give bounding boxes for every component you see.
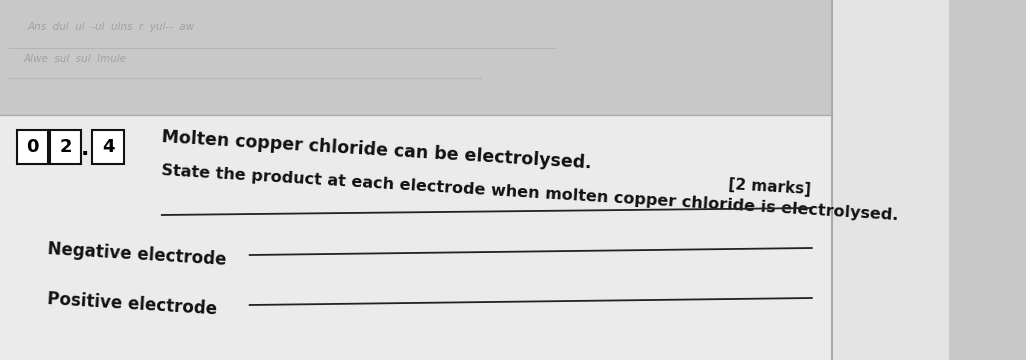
- Text: Ans  dul  ul  -ul  ulns  r  yul--  aw: Ans dul ul -ul ulns r yul-- aw: [28, 22, 195, 32]
- Text: 4: 4: [102, 138, 115, 156]
- Bar: [92, 130, 124, 164]
- Bar: [0, 0, 832, 360]
- Bar: [16, 130, 48, 164]
- Text: 0: 0: [26, 138, 39, 156]
- Text: Negative electrode: Negative electrode: [47, 240, 227, 269]
- Text: Alwe  sul  sul  Imule: Alwe sul sul Imule: [24, 54, 126, 64]
- Text: .: .: [81, 139, 89, 159]
- Text: Molten copper chloride can be electrolysed.: Molten copper chloride can be electrolys…: [161, 128, 592, 172]
- Text: [2 marks]: [2 marks]: [728, 177, 812, 197]
- Bar: [0, 115, 832, 360]
- Bar: [832, 0, 949, 360]
- Text: 2: 2: [60, 138, 72, 156]
- Bar: [50, 130, 81, 164]
- Text: Positive electrode: Positive electrode: [47, 290, 218, 318]
- Bar: [0, 0, 832, 115]
- Text: State the product at each electrode when molten copper chloride is electrolysed.: State the product at each electrode when…: [161, 163, 899, 223]
